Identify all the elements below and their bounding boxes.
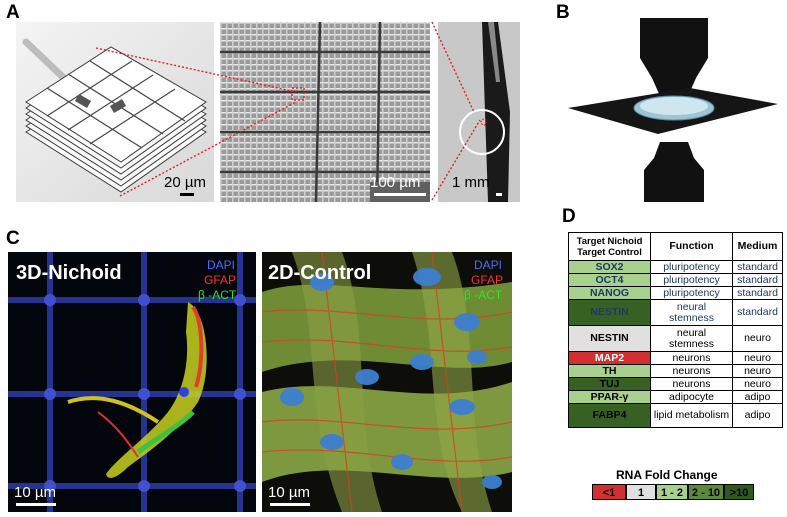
gene-table-row: FABP4 lipid metabolism adipo	[568, 403, 783, 428]
legend-dapi-left: DAPI	[207, 258, 236, 272]
gene-medium-cell: neuro	[732, 351, 783, 365]
gene-table-header: Target Nichoid Target Control Function M…	[568, 232, 783, 261]
gene-table-row: PPAR-γ adipocyte adipo	[568, 390, 783, 404]
gene-table-row: NESTIN neural stemness standard	[568, 299, 783, 326]
scale-bar-a1	[180, 193, 194, 196]
gene-table-row: OCT4 pluripotency standard	[568, 273, 783, 287]
gene-table-row: MAP2 neurons neuro	[568, 351, 783, 365]
header-medium: Medium	[732, 232, 783, 261]
panel-letter-a: A	[6, 2, 20, 23]
gene-table: Target Nichoid Target Control Function M…	[568, 232, 783, 428]
panel-letter-d: D	[562, 206, 576, 227]
gene-name-cell: NESTIN	[568, 325, 651, 352]
scale-bar-a3	[496, 193, 502, 196]
gene-table-container: Target Nichoid Target Control Function M…	[568, 232, 783, 428]
panel-letter-b: B	[556, 2, 570, 23]
gene-function-cell: pluripotency	[650, 286, 733, 300]
gene-table-row: TUJ neurons neuro	[568, 377, 783, 391]
scale-label-a2: 100 µm	[370, 174, 421, 191]
fluorescence-2d-image	[262, 252, 512, 512]
gene-medium-cell: standard	[732, 299, 783, 326]
gene-function-cell: adipocyte	[650, 390, 733, 404]
gene-medium-cell: neuro	[732, 377, 783, 391]
fluorescence-3d-image	[8, 252, 256, 512]
gene-name-cell: NESTIN	[568, 299, 651, 326]
gene-name-cell: NANOG	[568, 286, 651, 300]
scale-bar-c-left	[16, 503, 56, 506]
gene-function-cell: neurons	[650, 351, 733, 365]
legend-dapi-right: DAPI	[474, 258, 503, 272]
gene-table-row: SOX2 pluripotency standard	[568, 260, 783, 274]
fold-change-box: 1 - 2	[656, 484, 688, 500]
gene-function-cell: pluripotency	[650, 260, 733, 274]
scale-label-c-right: 10 µm	[268, 484, 310, 501]
gene-name-cell: MAP2	[568, 351, 651, 365]
gene-function-cell: lipid metabolism	[650, 403, 733, 428]
header-target-control: Target Control	[577, 246, 642, 258]
gene-function-cell: neurons	[650, 364, 733, 378]
holder-image	[438, 22, 520, 202]
gene-function-cell: pluripotency	[650, 273, 733, 287]
scale-label-a1: 20 µm	[164, 174, 206, 191]
fold-change-box: >10	[724, 484, 754, 500]
gene-name-cell: SOX2	[568, 260, 651, 274]
scale-bar-a2	[374, 193, 426, 196]
scaffold-3d-image	[16, 22, 214, 202]
legend-bact-left: β -ACT	[198, 288, 237, 302]
title-3d-nichoid: 3D-Nichoid	[16, 262, 122, 284]
header-function: Function	[650, 232, 733, 261]
gene-medium-cell: adipo	[732, 390, 783, 404]
gene-medium-cell: neuro	[732, 325, 783, 352]
legend-bact-right: β -ACT	[464, 288, 503, 302]
gene-table-row: TH neurons neuro	[568, 364, 783, 378]
legend-gfap-right: GFAP	[471, 273, 504, 287]
gene-name-cell: TUJ	[568, 377, 651, 391]
fold-change-box: 2 - 10	[688, 484, 724, 500]
gene-medium-cell: standard	[732, 286, 783, 300]
scale-label-c-left: 10 µm	[14, 484, 56, 501]
scaffold-top-image	[220, 22, 430, 202]
legend-gfap-left: GFAP	[204, 273, 237, 287]
title-2d-control: 2D-Control	[268, 262, 372, 284]
fold-change-box: 1	[626, 484, 656, 500]
gene-medium-cell: standard	[732, 260, 783, 274]
gene-function-cell: neurons	[650, 377, 733, 391]
gene-function-cell: neural stemness	[650, 325, 733, 352]
gene-medium-cell: neuro	[732, 364, 783, 378]
gene-name-cell: TH	[568, 364, 651, 378]
microscope-diagram	[568, 18, 778, 202]
gene-medium-cell: standard	[732, 273, 783, 287]
header-target: Target Nichoid Target Control	[568, 232, 651, 261]
gene-name-cell: OCT4	[568, 273, 651, 287]
zoom-connectors	[95, 21, 481, 201]
header-target-nichoid: Target Nichoid	[576, 235, 643, 247]
gene-medium-cell: adipo	[732, 403, 783, 428]
gene-table-row: NANOG pluripotency standard	[568, 286, 783, 300]
gene-name-cell: FABP4	[568, 403, 651, 428]
fold-change-title: RNA Fold Change	[616, 468, 718, 482]
gene-name-cell: PPAR-γ	[568, 390, 651, 404]
scale-bar-c-right	[270, 503, 310, 506]
gene-table-row: NESTIN neural stemness neuro	[568, 325, 783, 352]
panel-letter-c: C	[6, 228, 20, 249]
fold-change-box: <1	[592, 484, 626, 500]
scale-label-a3: 1 mm	[452, 174, 490, 191]
gene-function-cell: neural stemness	[650, 299, 733, 326]
